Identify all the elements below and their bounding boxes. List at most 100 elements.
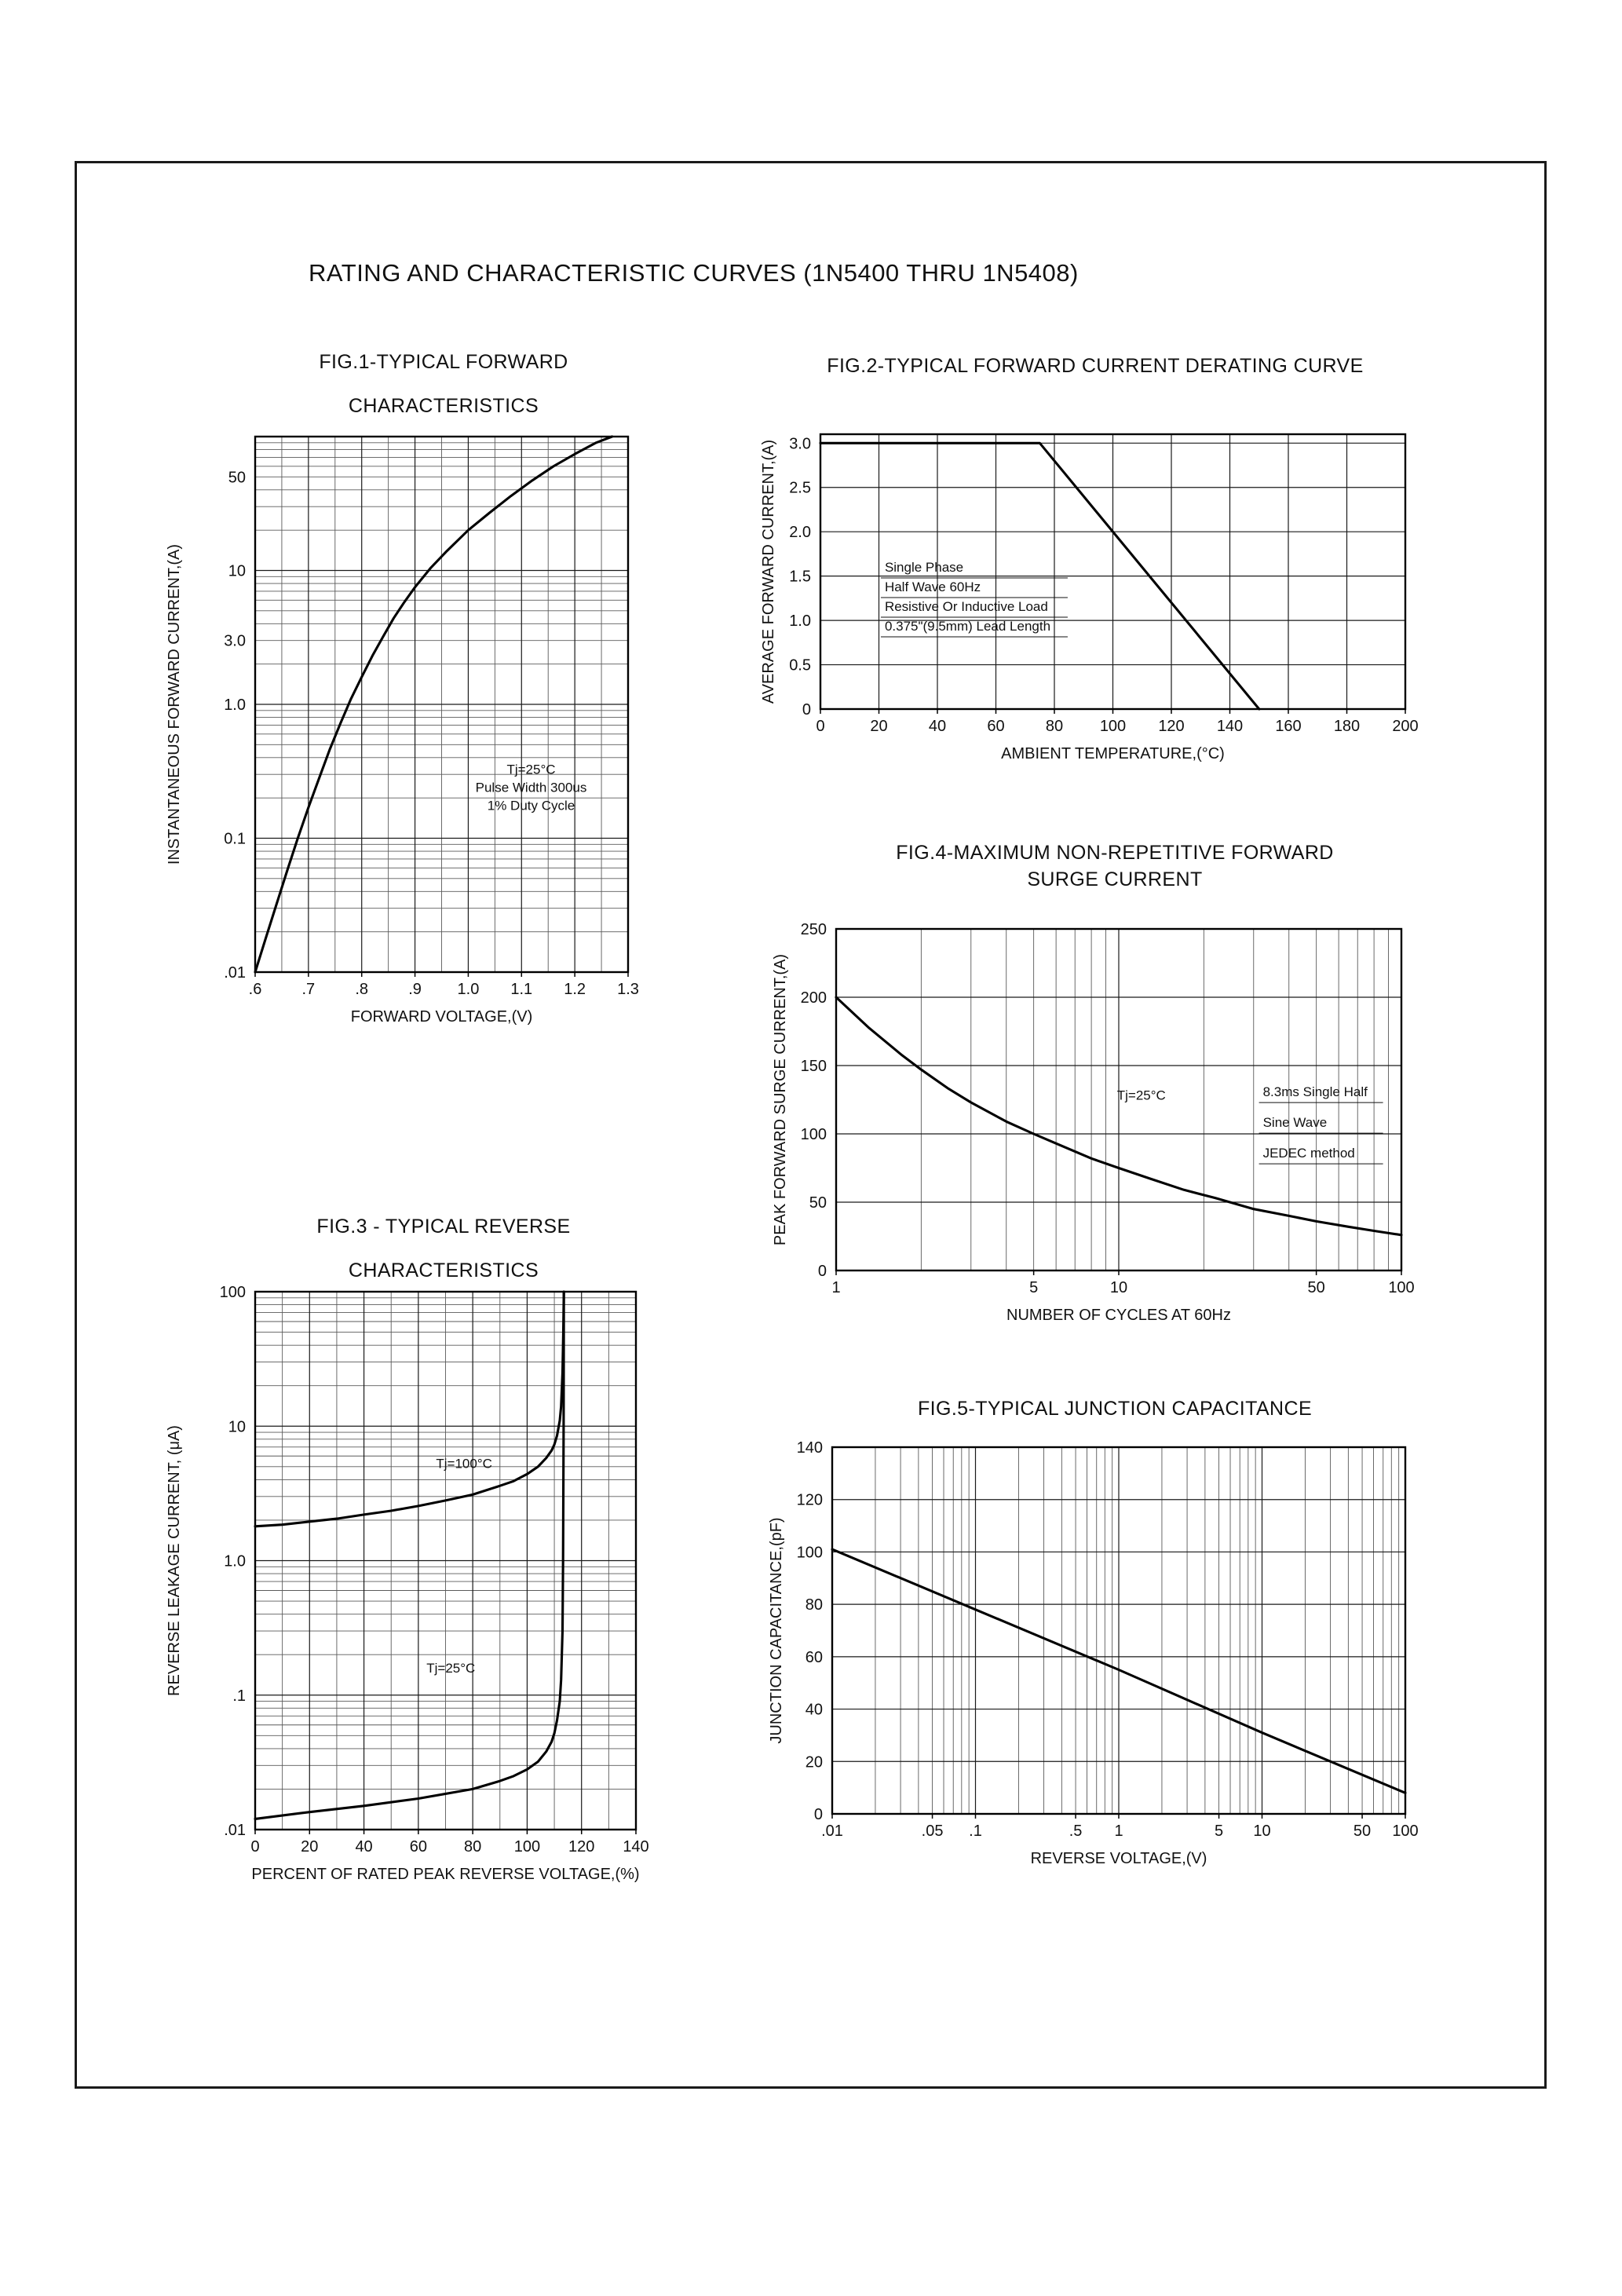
svg-text:10: 10: [228, 1418, 246, 1435]
svg-text:0: 0: [814, 1806, 823, 1823]
y-axis-title: INSTANTANEOUS FORWARD CURRENT,(A): [166, 544, 183, 865]
svg-text:.01: .01: [224, 1822, 246, 1839]
annotations: Tj=25°C 8.3ms Single Half Sine Wave JEDEC m…: [1117, 1084, 1383, 1164]
series: [254, 1290, 565, 1820]
svg-text:10: 10: [228, 563, 246, 580]
svg-text:.5: .5: [1069, 1823, 1083, 1840]
svg-text:180: 180: [1334, 718, 1360, 735]
svg-text:.01: .01: [224, 964, 246, 982]
plot-frame: [254, 435, 630, 974]
svg-text:3.0: 3.0: [224, 633, 246, 650]
fig3-svg: 0 20 40 60 80 100 120 140 100 10 1.0 .1 .01 PERCENT O…: [166, 1284, 649, 1883]
svg-text:Tj=25°C: Tj=25°C: [1117, 1088, 1166, 1103]
fig1-subtitle: CHARACTERISTICS: [348, 395, 539, 417]
svg-text:.01: .01: [821, 1823, 843, 1840]
fig1-svg: .6 .7 .8 .9 1.0 1.1 1.2 1.3 50 10 3.0 1.0 0.1 .01 FORW…: [166, 435, 639, 1026]
curve: [831, 1548, 1407, 1794]
svg-text:3.0: 3.0: [789, 435, 811, 452]
fig4-title: FIG.4-MAXIMUM NON-REPETITIVE FORWARD: [896, 842, 1334, 864]
svg-text:60: 60: [410, 1838, 427, 1855]
axis-labels: .01 .05 .1 .5 1 5 10 50 100 140 120 100 80 60 40 20 0 REV…: [768, 1439, 1419, 1867]
y-axis-title: REVERSE LEAKAGE CURRENT, (μA): [166, 1425, 183, 1696]
fig2-derating-curve-chart: 0 20 40 60 80 100 120 140 160 180 200 3.0 2.5 2.0 1.5 1…: [754, 416, 1456, 789]
svg-text:140: 140: [797, 1439, 823, 1457]
fig3-reverse-characteristics-chart: 0 20 40 60 80 100 120 140 100 10 1.0 .1 .01 PERCENT O…: [133, 1280, 683, 1908]
svg-text:100: 100: [1100, 718, 1126, 735]
grid: [254, 1291, 637, 1830]
svg-text:1% Duty Cycle: 1% Duty Cycle: [488, 799, 575, 813]
x-axis-title: AMBIENT TEMPERATURE,(°C): [1001, 745, 1225, 762]
fig1-title: FIG.1-TYPICAL FORWARD: [319, 351, 568, 373]
svg-text:.9: .9: [408, 981, 422, 998]
svg-text:200: 200: [1392, 718, 1418, 735]
svg-text:50: 50: [1353, 1823, 1371, 1840]
svg-text:.8: .8: [355, 981, 368, 998]
svg-text:1.3: 1.3: [617, 981, 639, 998]
fig5-junction-capacitance-chart: .01 .05 .1 .5 1 5 10 50 100 140 120 100 80 60 40 20 0 REV…: [762, 1429, 1456, 1885]
svg-text:1.2: 1.2: [564, 981, 586, 998]
svg-text:.1: .1: [232, 1687, 246, 1705]
axis-labels: .6 .7 .8 .9 1.0 1.1 1.2 1.3 50 10 3.0 1.0 0.1 .01 FORW…: [166, 469, 639, 1026]
fig4-surge-current-chart: 1 5 10 50 100 250 200 150 100 50 0 NUMBER OF CYCLES…: [765, 911, 1456, 1339]
svg-text:50: 50: [228, 469, 246, 486]
svg-text:Single Phase: Single Phase: [885, 560, 963, 575]
svg-text:.7: .7: [302, 981, 316, 998]
svg-text:80: 80: [464, 1838, 481, 1855]
svg-text:JEDEC method: JEDEC method: [1263, 1146, 1355, 1161]
fig4-svg: 1 5 10 50 100 250 200 150 100 50 0 NUMBER OF CYCLES…: [772, 921, 1415, 1324]
svg-text:5: 5: [1029, 1279, 1038, 1296]
svg-text:140: 140: [623, 1838, 648, 1855]
svg-text:.05: .05: [922, 1823, 944, 1840]
svg-text:.6: .6: [249, 981, 262, 998]
fig2-title: FIG.2-TYPICAL FORWARD CURRENT DERATING C…: [827, 355, 1364, 377]
svg-text:40: 40: [929, 718, 946, 735]
svg-text:Resistive Or Inductive Load: Resistive Or Inductive Load: [885, 599, 1048, 614]
axis-labels: 1 5 10 50 100 250 200 150 100 50 0 NUMBER OF CYCLES…: [772, 921, 1415, 1324]
svg-text:40: 40: [355, 1838, 372, 1855]
svg-text:8.3ms Single Half: 8.3ms Single Half: [1263, 1084, 1368, 1099]
fig3-title: FIG.3 - TYPICAL REVERSE: [316, 1216, 571, 1238]
svg-text:0: 0: [818, 1263, 827, 1280]
svg-text:0: 0: [816, 718, 824, 735]
fig1-forward-characteristics-chart: .6 .7 .8 .9 1.0 1.1 1.2 1.3 50 10 3.0 1.0 0.1 .01 FORW…: [133, 424, 683, 1060]
svg-text:Tj=25°C: Tj=25°C: [506, 762, 555, 777]
page-border: [75, 161, 1547, 2089]
svg-text:100: 100: [801, 1126, 827, 1143]
page-title: RATING AND CHARACTERISTIC CURVES (1N5400…: [309, 259, 1079, 287]
plot-frame: [254, 1290, 637, 1831]
x-axis-title: REVERSE VOLTAGE,(V): [1031, 1850, 1207, 1867]
svg-text:140: 140: [1217, 718, 1243, 735]
curve: [835, 996, 1403, 1237]
svg-text:120: 120: [797, 1492, 823, 1509]
svg-text:40: 40: [806, 1702, 823, 1719]
svg-text:.1: .1: [969, 1823, 982, 1840]
svg-text:60: 60: [806, 1649, 823, 1666]
svg-text:0.375"(9.5mm) Lead Length: 0.375"(9.5mm) Lead Length: [885, 619, 1050, 634]
x-axis-title: FORWARD VOLTAGE,(V): [351, 1008, 533, 1026]
svg-text:50: 50: [1308, 1279, 1325, 1296]
y-axis-title: PEAK FORWARD SURGE CURRENT,(A): [772, 954, 789, 1245]
axis-labels: 0 20 40 60 80 100 120 140 100 10 1.0 .1 .01 PERCENT O…: [166, 1284, 649, 1883]
grid: [254, 436, 629, 973]
fig5-title: FIG.5-TYPICAL JUNCTION CAPACITANCE: [917, 1398, 1313, 1420]
svg-text:80: 80: [806, 1596, 823, 1614]
svg-text:100: 100: [1392, 1823, 1418, 1840]
annotations: Tj=100°C Tj=25°C: [426, 1457, 492, 1676]
annotations: Single Phase Half Wave 60Hz Resistive Or I…: [880, 560, 1068, 638]
series: [831, 1548, 1407, 1794]
svg-text:120: 120: [1158, 718, 1184, 735]
x-axis-title: NUMBER OF CYCLES AT 60Hz: [1006, 1307, 1231, 1324]
svg-text:120: 120: [568, 1838, 594, 1855]
curve: [254, 1290, 565, 1820]
svg-text:0: 0: [250, 1838, 259, 1855]
svg-text:1.0: 1.0: [789, 612, 811, 630]
fig2-svg: 0 20 40 60 80 100 120 140 160 180 200 3.0 2.5 2.0 1.5 1…: [760, 433, 1419, 762]
svg-text:20: 20: [806, 1753, 823, 1771]
grid: [831, 1446, 1406, 1815]
svg-text:1.0: 1.0: [458, 981, 480, 998]
x-axis-title: PERCENT OF RATED PEAK REVERSE VOLTAGE,(%…: [251, 1866, 639, 1883]
fig3-subtitle: CHARACTERISTICS: [348, 1260, 539, 1281]
svg-text:1.1: 1.1: [510, 981, 532, 998]
svg-text:5: 5: [1215, 1823, 1223, 1840]
